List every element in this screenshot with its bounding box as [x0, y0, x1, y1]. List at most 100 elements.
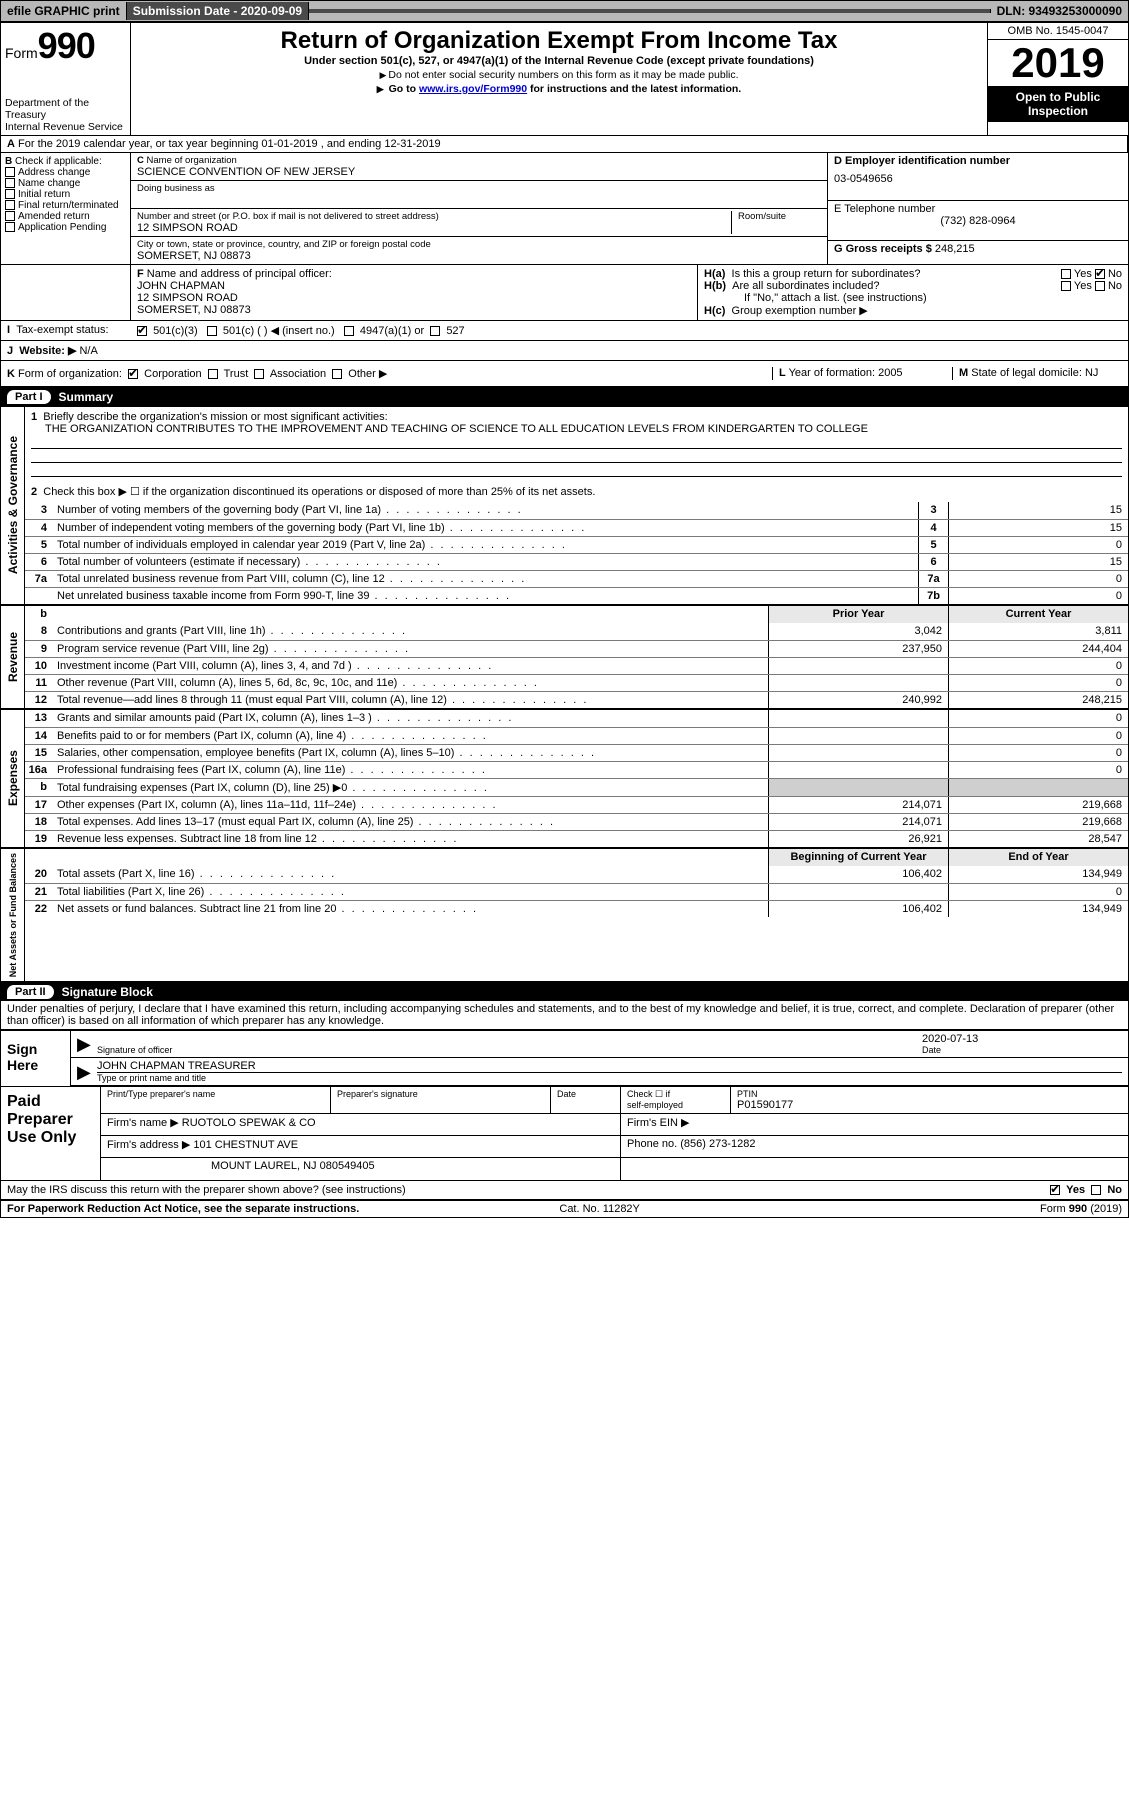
gov-label: Activities & Governance — [4, 432, 22, 578]
summary-line: 6Total number of volunteers (estimate if… — [25, 553, 1128, 570]
form-header: Form990 Department of the Treasury Inter… — [1, 23, 1128, 136]
firm-phone: (856) 273-1282 — [680, 1138, 755, 1150]
section-expenses: Expenses 13Grants and similar amounts pa… — [1, 708, 1128, 847]
ein-lbl: D Employer identification number — [834, 155, 1122, 167]
page-footer: For Paperwork Reduction Act Notice, see … — [1, 1201, 1128, 1217]
form-word: Form — [5, 45, 38, 61]
period-text: For the 2019 calendar year, or tax year … — [18, 138, 441, 150]
hb-text: Are all subordinates included? — [732, 280, 879, 292]
summary-line: Net unrelated business taxable income fr… — [25, 587, 1128, 604]
summary-line: 5Total number of individuals employed in… — [25, 536, 1128, 553]
summary-line: 20Total assets (Part X, line 16)106,4021… — [25, 866, 1128, 883]
summary-line: 12Total revenue—add lines 8 through 11 (… — [25, 691, 1128, 708]
rev-label: Revenue — [4, 628, 22, 686]
527-checkbox[interactable] — [430, 326, 440, 336]
4947-checkbox[interactable] — [344, 326, 354, 336]
gov-lines: 3Number of voting members of the governi… — [25, 502, 1128, 604]
sign-here-block: Sign Here ▶ Signature of officer 2020-07… — [1, 1030, 1128, 1086]
ein-value: 03-0549656 — [834, 173, 1122, 185]
q1-text: Briefly describe the organization's miss… — [43, 411, 387, 423]
submission-date: Submission Date - 2020-09-09 — [127, 2, 309, 20]
other-checkbox[interactable] — [332, 369, 342, 379]
section-revenue: Revenue b Prior Year Current Year 8Contr… — [1, 604, 1128, 708]
th-end: End of Year — [948, 849, 1128, 866]
opt-pending: Application Pending — [18, 222, 106, 233]
efile-label[interactable]: efile GRAPHIC print — [1, 2, 127, 20]
form-number: 990 — [38, 25, 95, 66]
name-change-checkbox[interactable] — [5, 178, 15, 188]
part1-pill: Part I — [7, 390, 51, 404]
self-emp-lbl2: self-employed — [627, 1100, 683, 1110]
hb-yes[interactable] — [1061, 281, 1071, 291]
arrow-icon: ▶ — [77, 1034, 97, 1055]
l-lbl: Year of formation: — [789, 367, 875, 379]
print-name-lbl: Type or print name and title — [97, 1073, 1122, 1083]
officer-sig-lbl: Signature of officer — [97, 1045, 922, 1055]
prep-date-lbl: Date — [557, 1089, 614, 1099]
summary-line: 7aTotal unrelated business revenue from … — [25, 570, 1128, 587]
summary-line: 9Program service revenue (Part VIII, lin… — [25, 640, 1128, 657]
city-lbl: City or town, state or province, country… — [137, 239, 821, 250]
section-governance: Activities & Governance 1 Briefly descri… — [1, 406, 1128, 604]
net-label: Net Assets or Fund Balances — [6, 849, 20, 981]
opt-527: 527 — [446, 325, 464, 337]
note2-pre: Go to — [389, 83, 419, 95]
discuss-yes[interactable] — [1050, 1185, 1060, 1195]
discuss-row: May the IRS discuss this return with the… — [1, 1180, 1128, 1201]
arrow-icon: ▶ — [77, 1062, 97, 1083]
opt-initial: Initial return — [18, 189, 70, 200]
line-a: A For the 2019 calendar year, or tax yea… — [1, 136, 1128, 153]
prep-sig-lbl: Preparer's signature — [337, 1089, 544, 1099]
opt-name: Name change — [18, 178, 80, 189]
firm-name: RUOTOLO SPEWAK & CO — [182, 1117, 316, 1129]
firm-name-lbl: Firm's name ▶ — [107, 1117, 179, 1129]
header-right: OMB No. 1545-0047 2019 Open to PublicIns… — [988, 23, 1128, 135]
pending-checkbox[interactable] — [5, 222, 15, 232]
m-lbl: State of legal domicile: — [971, 367, 1082, 379]
summary-line: 16aProfessional fundraising fees (Part I… — [25, 761, 1128, 778]
addr-lbl: Number and street (or P.O. box if mail i… — [137, 211, 731, 222]
addr-change-checkbox[interactable] — [5, 167, 15, 177]
mission-text: THE ORGANIZATION CONTRIBUTES TO THE IMPR… — [31, 423, 1122, 435]
summary-line: 8Contributions and grants (Part VIII, li… — [25, 623, 1128, 640]
initial-checkbox[interactable] — [5, 189, 15, 199]
assoc-checkbox[interactable] — [254, 369, 264, 379]
org-name: SCIENCE CONVENTION OF NEW JERSEY — [137, 166, 821, 178]
dba-lbl: Doing business as — [137, 183, 821, 194]
amended-checkbox[interactable] — [5, 211, 15, 221]
501c3-checkbox[interactable] — [137, 326, 147, 336]
part2-header: Part II Signature Block — [1, 981, 1128, 1001]
sign-here-label: Sign Here — [1, 1031, 71, 1086]
ptin-value: P01590177 — [737, 1099, 1122, 1111]
trust-checkbox[interactable] — [208, 369, 218, 379]
hb-no[interactable] — [1095, 281, 1105, 291]
box-c: C Name of organization SCIENCE CONVENTIO… — [131, 153, 828, 264]
q2-row: 2 Check this box ▶ ☐ if the organization… — [25, 481, 1128, 502]
corp-checkbox[interactable] — [128, 369, 138, 379]
l-val: 2005 — [878, 367, 902, 379]
open-public: Open to PublicInspection — [988, 86, 1128, 122]
signature-declaration: Under penalties of perjury, I declare th… — [1, 1001, 1128, 1030]
dept-treasury: Department of the Treasury — [5, 97, 126, 121]
box-b: B Check if applicable: Address change Na… — [1, 153, 131, 264]
ha-no[interactable] — [1095, 269, 1105, 279]
final-checkbox[interactable] — [5, 200, 15, 210]
website-value: N/A — [79, 345, 97, 357]
summary-line: bTotal fundraising expenses (Part IX, co… — [25, 778, 1128, 796]
opt-final: Final return/terminated — [18, 200, 119, 211]
date-lbl: Date — [922, 1045, 1122, 1055]
cat-no: Cat. No. 11282Y — [559, 1203, 640, 1215]
spacer — [309, 9, 990, 13]
ha-yes[interactable] — [1061, 269, 1071, 279]
phone-lbl: E Telephone number — [834, 203, 1122, 215]
net-lines: 20Total assets (Part X, line 16)106,4021… — [25, 866, 1128, 917]
m-val: NJ — [1085, 367, 1098, 379]
header-left: Form990 Department of the Treasury Inter… — [1, 23, 131, 135]
form-990: Form990 Department of the Treasury Inter… — [0, 22, 1129, 1218]
discuss-no[interactable] — [1091, 1185, 1101, 1195]
k-assoc: Association — [270, 368, 326, 380]
501c-checkbox[interactable] — [207, 326, 217, 336]
form990-link[interactable]: www.irs.gov/Form990 — [419, 83, 527, 95]
summary-line: 4Number of independent voting members of… — [25, 519, 1128, 536]
street-address: 12 SIMPSON ROAD — [137, 222, 731, 234]
